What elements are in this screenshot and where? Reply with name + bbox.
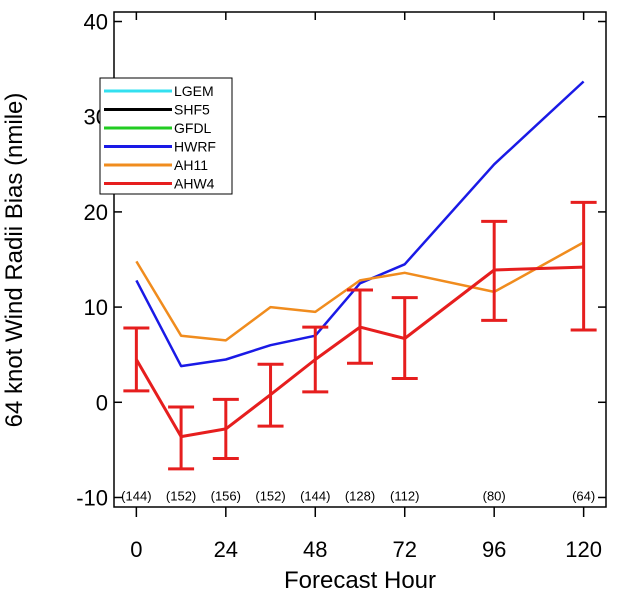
sample-count-label: (112)	[390, 488, 419, 503]
sample-count-label: (156)	[211, 488, 241, 503]
error-bar-ahw4	[391, 296, 418, 380]
error-bar-ahw4	[570, 200, 597, 332]
sample-count-labels: (144) (152) (156) (152) (144) (128) (112) (80) (…	[121, 488, 595, 503]
error-bar-ahw4	[347, 288, 373, 365]
sample-count-label: (128)	[345, 488, 375, 503]
x-tick-label: 0	[130, 537, 142, 562]
error-bar-ahw4	[257, 362, 284, 428]
error-bar-ahw4	[168, 405, 195, 471]
error-bar-ahw4	[212, 397, 239, 460]
legend-label-lgem: LGEM	[174, 83, 214, 99]
legend-box	[99, 77, 233, 195]
error-bar-ahw4	[481, 219, 508, 322]
sample-count-label: (152)	[166, 488, 196, 503]
x-tick-label: 48	[303, 537, 327, 562]
x-tick-label: 24	[214, 537, 238, 562]
error-bar-ahw4	[302, 325, 329, 394]
x-tick-label: 120	[565, 537, 602, 562]
legend-label-gfdl: GFDL	[174, 120, 212, 136]
x-tick-label: 96	[482, 537, 506, 562]
sample-count-label: (144)	[300, 488, 330, 503]
plot-frame	[113, 11, 607, 508]
sample-count-label: (80)	[483, 488, 506, 503]
sample-count-label: (144)	[121, 488, 151, 503]
sample-count-label: (64)	[572, 488, 595, 503]
legend-label-hwrf: HWRF	[174, 139, 216, 155]
y-axis-title: 64 knot Wind Radii Bias (nmile)	[1, 93, 28, 428]
error-bars	[123, 200, 597, 471]
sample-count-label: (152)	[255, 488, 285, 503]
legend-label-ah11: AH11	[174, 157, 208, 173]
y-tick-label: 40	[84, 10, 108, 35]
series-line-ah11	[135, 241, 585, 342]
x-tick-label: 72	[392, 537, 416, 562]
y-tick-label: -10	[76, 485, 108, 510]
y-tick-label: 10	[84, 295, 108, 320]
legend-label-ahw4: AHW4	[174, 176, 215, 192]
x-axis-title: Forecast Hour	[284, 567, 436, 594]
error-bar-ahw4	[123, 326, 150, 393]
y-tick-label: 20	[84, 200, 108, 225]
legend: LGEM SHF5 GFDL HWRF AH11 AHW4	[99, 77, 233, 195]
x-axis: 0 24 48 72 96 120	[130, 12, 602, 562]
legend-label-shf5: SHF5	[174, 102, 210, 118]
y-tick-label: 0	[96, 390, 108, 415]
